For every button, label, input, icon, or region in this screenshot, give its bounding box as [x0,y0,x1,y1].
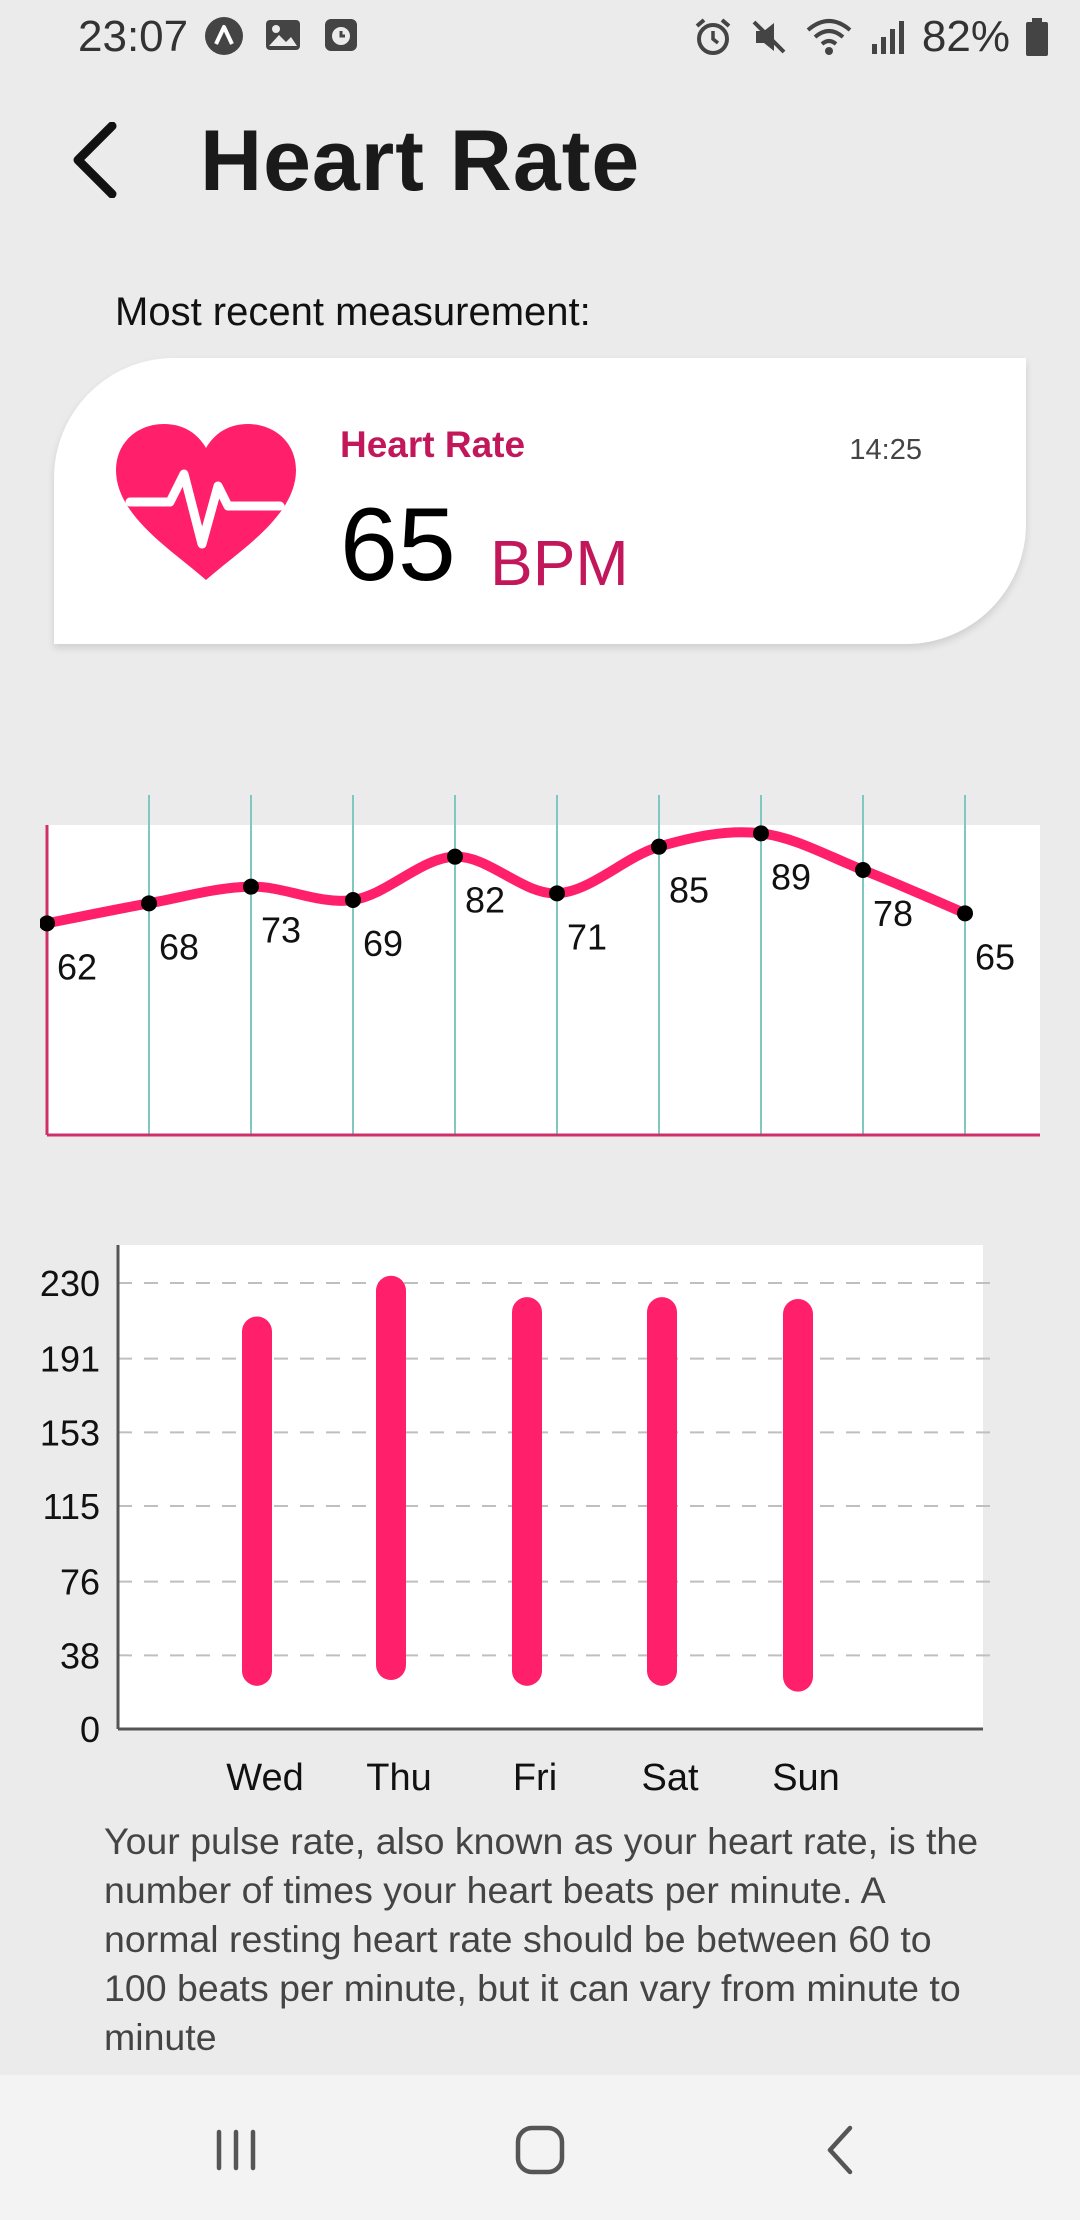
line-chart-point [549,885,565,902]
image-icon [266,20,300,50]
battery-percent: 82% [921,12,1010,61]
bar-chart-y-tick-label: 153 [40,1412,100,1453]
page-title: Heart Rate [200,113,641,209]
battery-icon [1026,18,1048,56]
bar-chart-category-label: Fri [513,1757,557,1799]
line-chart-point [345,892,361,908]
line-chart-data-label: 65 [975,936,1015,977]
app-notification-icon [205,17,243,55]
chevron-left-icon [73,122,117,198]
recent-measurement-label: Most recent measurement: [115,290,591,334]
back-button[interactable] [55,110,135,210]
mute-icon [752,20,786,54]
line-chart-point [753,825,769,842]
card-time: 14:25 [849,434,922,466]
clock-app-icon [325,19,357,51]
line-chart-plot-area [47,825,1040,1135]
line-chart-data-label: 69 [363,923,403,964]
bar-chart-category-label: Sat [641,1757,698,1799]
home-icon [515,2125,565,2175]
line-chart-point [651,838,667,855]
alarm-icon [695,18,731,55]
heart-rate-value: 65 [340,487,456,603]
line-chart-point [855,862,871,878]
bar-chart-category-label: Thu [366,1757,431,1799]
navigation-bar [0,2075,1080,2220]
heart-rate-description: Your pulse rate, also known as your hear… [104,1820,979,2058]
line-chart-point [40,915,55,932]
bar-chart-y-tick-label: 0 [80,1709,100,1750]
line-chart-data-label: 73 [261,910,301,951]
bar-chart-y-tick-label: 115 [43,1486,100,1527]
line-chart-series-line [42,827,970,929]
line-chart-point [447,848,463,865]
bar-chart-category-label: Sun [772,1757,840,1799]
bar-chart-y-tick-label: 76 [60,1562,100,1603]
status-right-icons: 82% [692,12,1050,62]
line-chart-data-label: 85 [669,870,709,911]
line-chart-data-label: 82 [465,880,505,921]
line-chart-data-label: 62 [57,946,97,987]
bar-chart-y-tick-label: 230 [40,1263,100,1304]
back-icon [827,2125,853,2175]
system-back-button[interactable] [790,2105,890,2195]
signal-icon [871,21,904,54]
status-bar: 23:07 [0,0,1080,75]
line-chart-point [957,905,973,922]
line-chart-data-label: 89 [771,856,811,897]
line-chart-data-label: 78 [873,893,913,934]
card-title: Heart Rate [340,424,526,465]
line-chart-data-label: 68 [159,926,199,967]
heart-rate-unit: BPM [490,527,629,599]
status-time: 23:07 [78,12,189,61]
bar-chart-category-label: Wed [226,1757,303,1799]
recents-button[interactable] [186,2105,286,2195]
line-chart-point [141,895,157,912]
heart-pulse-icon [116,424,296,580]
home-button[interactable] [490,2105,590,2195]
bar-chart-y-tick-label: 38 [60,1635,100,1676]
line-chart-point [243,878,259,895]
measurement-card[interactable]: Heart Rate 14:25 65 BPM [54,358,1026,644]
bar-chart-y-tick-label: 191 [40,1339,100,1380]
heart-rate-line-chart: 62 68 73 69 82 71 85 89 78 65 [40,795,1040,1137]
heart-rate-range-chart: 230 191 153 115 76 38 0 Wed Thu Fri Sat Sun [40,1245,1000,1799]
wifi-icon [806,19,852,55]
recents-icon [216,2129,256,2171]
line-chart-data-label: 71 [567,916,607,957]
